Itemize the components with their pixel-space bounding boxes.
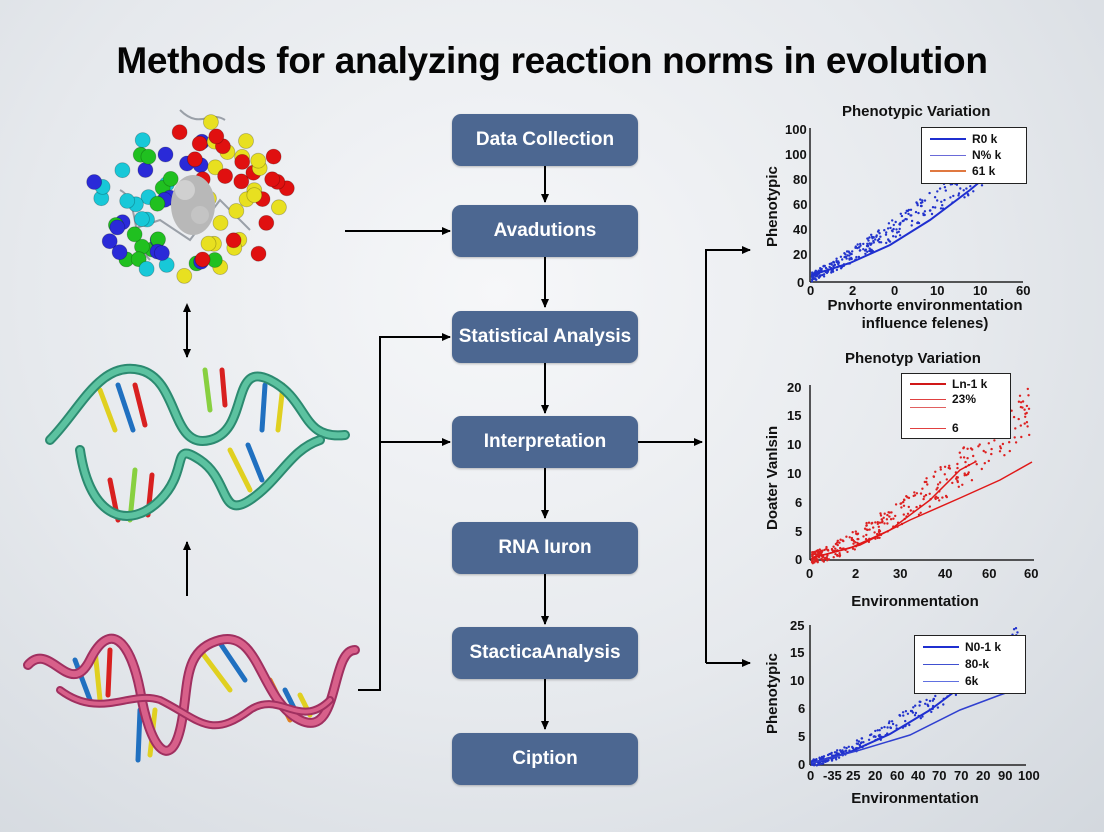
chart-plot-area bbox=[809, 385, 1034, 565]
flow-step-avadutions: Avadutions bbox=[452, 205, 638, 257]
flow-step-interpretation: Interpretation bbox=[452, 416, 638, 468]
chart-phenotypic-variation: Phenotypic Variation 100 100 80 60 40 20… bbox=[750, 95, 1104, 340]
x-axis-label-line2: influence felenes) bbox=[861, 315, 989, 332]
flow-step-stactica-analysis: StacticaAnalysis bbox=[452, 627, 638, 679]
flow-step-rna-iuron: RNA Iuron bbox=[452, 522, 638, 574]
chart-legend: N0-1 k 80-k 6k bbox=[914, 635, 1026, 694]
x-axis-label: Environmentation bbox=[851, 593, 979, 610]
chart-title: Phenotyp Variation bbox=[845, 350, 981, 367]
dna-helix-green-icon bbox=[45, 363, 350, 523]
y-axis-label: Phenotypic bbox=[764, 653, 781, 734]
rna-helix-pink-icon bbox=[23, 633, 360, 763]
flow-arrows bbox=[183, 165, 751, 730]
page-title: Methods for analyzing reaction norms in … bbox=[116, 40, 988, 81]
x-axis-label: Environmentation bbox=[851, 790, 979, 807]
chart-legend: R0 k N% k 61 k bbox=[921, 127, 1027, 184]
flow-step-statistical-analysis: Statistical Analysis bbox=[452, 311, 638, 363]
chart-phenotyp-variation: Phenotyp Variation 20 15 10 10 6 5 0 0 2… bbox=[750, 340, 1104, 615]
chart-legend: Ln-1 k 23% 6 bbox=[901, 373, 1011, 439]
y-axis-label: Phenotypic bbox=[764, 166, 781, 247]
protein-molecule-icon bbox=[86, 109, 295, 284]
chart-phenotypic-environment: 25 15 10 6 5 0 0 -35 25 20 60 40 70 70 2… bbox=[750, 610, 1104, 832]
flow-step-ciption: Ciption bbox=[452, 733, 638, 785]
chart-title: Phenotypic Variation bbox=[842, 103, 991, 120]
x-axis-label-line1: Pnvhorte environmentation bbox=[827, 297, 1023, 314]
y-axis-label: Doater Vanlsin bbox=[764, 425, 781, 530]
flow-step-data-collection: Data Collection bbox=[452, 114, 638, 166]
